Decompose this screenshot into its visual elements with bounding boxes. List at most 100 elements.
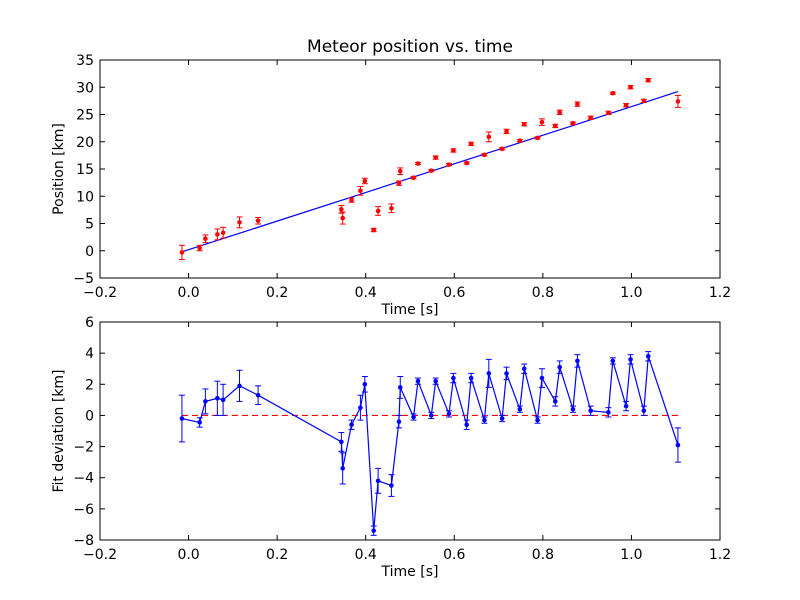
deviation-ticks: −0.2 0.0 0.2 0.4 0.6 0.8 1.0 1.2 −8 −6 −4 −2 0 2 4 6 [73, 315, 731, 563]
position-plot-area [178, 77, 681, 260]
deviation-chart: −0.2 0.0 0.2 0.4 0.6 0.8 1.0 1.2 −8 −6 −4 −2 0 2 4 6 Ti… [51, 315, 731, 580]
position-point [371, 227, 376, 233]
deviation-ytick-label: −2 [73, 440, 94, 456]
deviation-point [641, 408, 647, 414]
deviation-point [570, 406, 576, 412]
position-point [215, 232, 220, 237]
position-point [504, 129, 509, 134]
position-point [411, 175, 416, 181]
position-point [389, 205, 394, 211]
position-chart-title: Meteor position vs. time [307, 37, 513, 57]
position-point [415, 161, 421, 166]
position-point [675, 99, 681, 104]
deviation-ytick-label: 2 [85, 377, 94, 393]
position-point [203, 236, 208, 242]
deviation-point [446, 411, 452, 417]
position-xtick-label: 0.4 [355, 285, 377, 301]
position-point [535, 135, 540, 141]
deviation-point [397, 385, 403, 390]
position-point [468, 141, 474, 147]
deviation-point [389, 483, 394, 488]
position-xtick-label: 0.2 [266, 285, 288, 301]
deviation-xtick-label: 1.2 [709, 547, 731, 563]
position-ytick-label: 20 [76, 135, 94, 151]
position-point [255, 218, 261, 224]
deviation-point [464, 422, 469, 428]
position-point [606, 110, 611, 116]
position-point [623, 102, 629, 108]
deviation-point [339, 439, 344, 445]
position-ytick-label: 25 [76, 108, 94, 124]
position-point [482, 152, 487, 158]
position-point [641, 98, 647, 104]
deviation-ytick-label: 0 [85, 408, 94, 424]
deviation-plot-area [178, 351, 681, 536]
deviation-point [552, 399, 558, 404]
position-point [428, 168, 434, 173]
deviation-xtick-label: 0.0 [177, 547, 199, 563]
position-point [362, 178, 368, 184]
deviation-point [504, 371, 509, 376]
position-point [433, 155, 438, 160]
deviation-point [375, 478, 381, 484]
position-point [628, 84, 633, 90]
position-point [349, 197, 354, 203]
deviation-point [428, 413, 434, 418]
deviation-point [628, 357, 633, 362]
deviation-point [675, 442, 681, 448]
position-point [197, 245, 202, 251]
deviation-point [557, 364, 562, 370]
deviation-point [197, 420, 202, 425]
position-point [575, 101, 580, 107]
position-ytick-label: −5 [73, 271, 94, 287]
deviation-point [255, 392, 261, 398]
deviation-point [433, 378, 438, 384]
position-ytick-label: 10 [76, 189, 94, 205]
deviation-xtick-label: −0.2 [83, 547, 117, 563]
position-point [588, 115, 593, 121]
deviation-point [521, 366, 527, 372]
deviation-point [482, 417, 487, 423]
deviation-point [396, 419, 402, 424]
deviation-point [575, 358, 580, 364]
deviation-point [645, 353, 651, 359]
position-ylabel: Position [km] [51, 123, 67, 215]
deviation-xlabel: Time [s] [381, 564, 439, 580]
position-point [645, 77, 651, 83]
position-point [339, 207, 344, 212]
position-point [486, 134, 492, 140]
deviation-point [237, 383, 242, 389]
position-point [446, 162, 452, 167]
position-point [499, 146, 505, 152]
position-point [610, 90, 616, 96]
position-point [396, 180, 402, 186]
deviation-point [179, 416, 185, 421]
deviation-point [451, 375, 456, 381]
deviation-point [362, 381, 368, 387]
position-point [521, 122, 527, 127]
position-ytick-label: 35 [76, 53, 94, 69]
deviation-point [468, 375, 474, 381]
deviation-xtick-label: 1.0 [620, 547, 642, 563]
position-xtick-label: 1.0 [620, 285, 642, 301]
position-ytick-label: 5 [85, 217, 94, 233]
deviation-point [535, 417, 540, 423]
position-point [179, 250, 185, 255]
position-point [557, 110, 562, 115]
position-point [237, 220, 242, 225]
position-xtick-label: 0.6 [443, 285, 465, 301]
deviation-xtick-label: 0.6 [443, 547, 465, 563]
deviation-point [411, 414, 416, 420]
position-point [552, 123, 558, 129]
deviation-point [623, 403, 629, 409]
position-xlabel: Time [s] [381, 302, 439, 318]
position-point [358, 188, 363, 194]
deviation-ytick-label: −4 [73, 471, 94, 487]
deviation-ytick-label: 4 [85, 346, 94, 362]
deviation-point [499, 416, 505, 421]
deviation-ytick-label: −6 [73, 502, 94, 518]
position-xtick-label: 0.8 [532, 285, 554, 301]
position-point [517, 138, 523, 143]
deviation-point [539, 375, 545, 381]
